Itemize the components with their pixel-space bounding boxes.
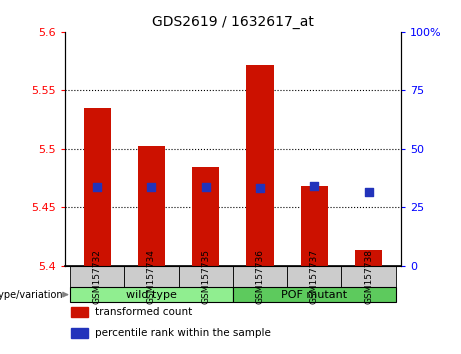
- Text: GSM157734: GSM157734: [147, 249, 156, 304]
- Bar: [192, 167, 219, 266]
- Bar: [138, 146, 165, 266]
- Bar: [83, 108, 111, 266]
- Bar: [71, 307, 88, 317]
- Bar: [287, 266, 341, 287]
- Text: genotype/variation: genotype/variation: [0, 290, 64, 299]
- Text: POF mutant: POF mutant: [281, 290, 347, 299]
- Point: [148, 184, 155, 190]
- Bar: [233, 287, 396, 302]
- Text: percentile rank within the sample: percentile rank within the sample: [95, 328, 271, 338]
- Text: GSM157737: GSM157737: [310, 249, 319, 304]
- Point: [202, 184, 209, 190]
- Text: GSM157732: GSM157732: [93, 249, 101, 304]
- Bar: [233, 266, 287, 287]
- Text: GSM157735: GSM157735: [201, 249, 210, 304]
- Point: [311, 183, 318, 189]
- Bar: [70, 266, 124, 287]
- Text: GSM157738: GSM157738: [364, 249, 373, 304]
- Point: [365, 189, 372, 195]
- Point: [94, 184, 101, 190]
- Bar: [341, 266, 396, 287]
- Text: GSM157736: GSM157736: [255, 249, 265, 304]
- Bar: [178, 266, 233, 287]
- Bar: [71, 328, 88, 338]
- Bar: [70, 287, 233, 302]
- Bar: [246, 64, 273, 266]
- Bar: [124, 266, 178, 287]
- Point: [256, 185, 264, 191]
- Title: GDS2619 / 1632617_at: GDS2619 / 1632617_at: [152, 16, 314, 29]
- Text: wild type: wild type: [126, 290, 177, 299]
- Text: transformed count: transformed count: [95, 307, 192, 317]
- Bar: [301, 186, 328, 266]
- Bar: [355, 250, 382, 266]
